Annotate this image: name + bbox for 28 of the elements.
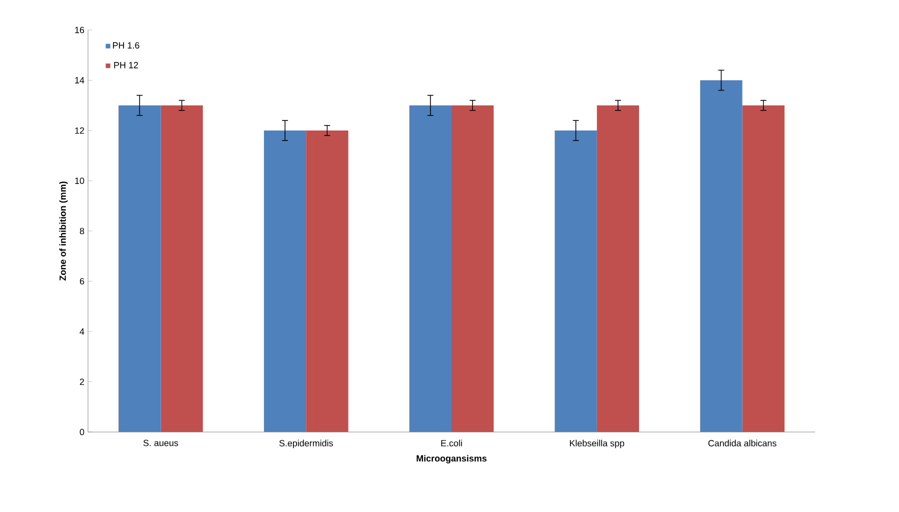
x-axis-title: Microogansisms xyxy=(416,454,487,464)
x-tick-label: E.coli xyxy=(441,440,462,446)
x-tick-label: Candida albicans xyxy=(708,440,776,446)
x-tick-label: S. aueus xyxy=(143,440,178,446)
legend-label: PH 12 xyxy=(114,62,138,68)
x-tick-label: S.epidermidis xyxy=(279,440,333,448)
y-tick-label: 2 xyxy=(80,378,84,385)
bar xyxy=(409,105,452,432)
bar xyxy=(264,130,306,432)
y-tick-label: 4 xyxy=(80,328,84,335)
bar xyxy=(700,80,742,432)
y-tick-label: 6 xyxy=(80,278,84,284)
y-tick-label: 16 xyxy=(75,26,84,34)
bar xyxy=(160,105,203,432)
y-tick-label: 12 xyxy=(75,127,84,134)
bar xyxy=(452,105,494,432)
x-tick-label: Klebseilla spp xyxy=(570,440,624,448)
y-tick-label: 14 xyxy=(75,77,84,84)
y-tick-label: 8 xyxy=(80,228,84,234)
bar xyxy=(596,105,640,432)
y-tick-label: 10 xyxy=(75,178,84,184)
y-axis-title: Zone of inhibition (mm) xyxy=(59,182,68,281)
y-tick-label: 0 xyxy=(80,428,84,436)
bar xyxy=(306,130,348,432)
bar xyxy=(742,105,784,432)
bar xyxy=(118,105,161,432)
bar xyxy=(554,130,597,432)
legend-label: PH 1.6 xyxy=(112,42,140,49)
